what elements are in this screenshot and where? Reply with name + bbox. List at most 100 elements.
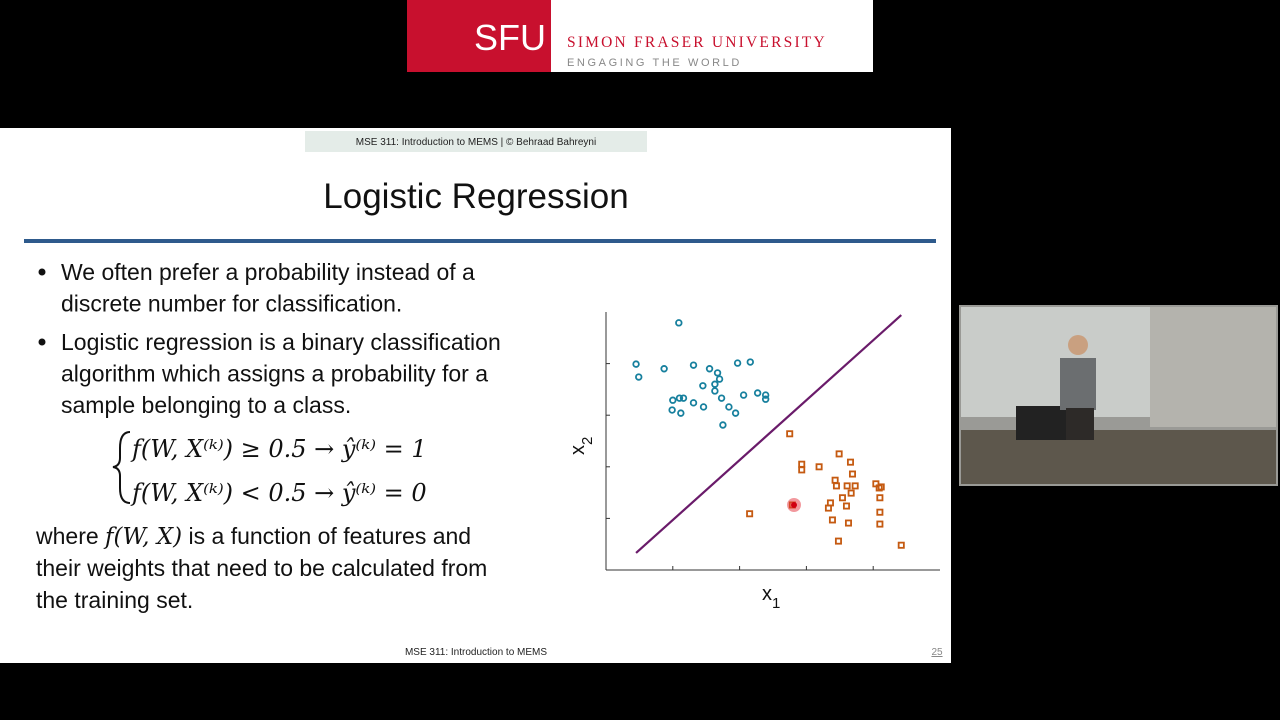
point-circle [660,365,668,373]
where-line: the training set. [36,587,193,613]
slide [0,128,951,663]
point-circle [713,369,722,377]
point-square [876,494,884,502]
point-circle [715,375,724,383]
point-square [847,489,855,497]
webcam-desk [961,430,1276,484]
point-circle [761,391,770,399]
webcam-person-head [1068,335,1088,355]
brace [112,431,131,504]
point-circle [669,396,677,404]
bullet-line: We often prefer a probability instead of… [61,259,475,285]
formula: f(W, X⁽ᵏ⁾) ≥ 0.5 → ŷ⁽ᵏ⁾ = 1 [130,435,427,463]
point-square [834,537,842,545]
y-axis-label-sub: 2 [579,437,596,445]
point-square [828,516,836,524]
point-circle [711,387,719,395]
point-square [835,450,843,458]
point-circle [739,391,748,399]
header-box [305,131,647,152]
point-circle [635,373,643,381]
point-circle [705,365,714,373]
bullet-line: algorithm which assigns a probability fo… [61,361,488,387]
slide-header: MSE 311: Introduction to MEMS | © Behraa… [356,137,596,148]
webcam-wall [1150,307,1276,427]
point-square [838,494,846,502]
bullet-dot [38,338,46,346]
where-line: their weights that need to be calculated… [36,555,487,581]
x-axis-label-base: x [762,583,772,605]
page-number: 25 [931,647,943,658]
point-circle [761,395,770,403]
banner-name: SIMON FRASER UNIVERSITY [567,34,827,51]
banner-tagline: ENGAGING THE WORLD [567,57,742,69]
point-circle [753,389,762,397]
math-inline: f(W, X) [103,524,182,550]
point-square [842,502,850,510]
point-square [897,541,905,549]
decision-boundary [635,314,902,554]
bullet-line: sample belonging to a class. [61,392,351,418]
point-circle [679,394,688,402]
text-run: where [35,523,105,549]
point-square [844,519,852,527]
where-line: where f(W, X) is a function of features … [35,523,471,550]
where-text: where f(W, X) is a function of features … [35,523,487,613]
webcam [959,305,1278,486]
point-square [877,483,885,491]
point-circle [689,399,698,407]
bullet-line: Logistic regression is a binary classifi… [61,329,501,355]
point-circle [699,382,707,390]
point-square [876,508,884,516]
point-square [876,520,884,528]
point-square [798,466,806,474]
banner-name-box [551,0,873,72]
bullet-dot [38,268,46,276]
webcam-person-legs [1066,408,1094,440]
point-circle [675,394,684,402]
x-axis-label-sub: 1 [772,595,780,612]
point-square [746,510,754,518]
bullet-line: discrete number for classification. [61,291,402,317]
point-square [824,504,832,512]
slide-footer: MSE 311: Introduction to MEMS [405,647,547,658]
banner-logo-box [407,0,551,72]
point-circle [689,361,698,369]
point-square [786,430,794,438]
laser-pointer-core [791,502,797,508]
point-square [832,482,840,490]
point-circle [677,409,685,417]
point-circle [632,360,640,368]
point-circle [675,319,683,327]
point-square [846,458,854,466]
point-circle [711,380,719,388]
y-axis-label: x2 [567,437,596,455]
banner-logo: SFU [474,17,546,58]
text-run: their weights that need to be calculated… [36,555,487,581]
webcam-screen [961,307,1150,417]
point-square [815,463,823,471]
text-run: is a function of features and [182,523,471,549]
point-square [848,470,856,478]
formula: f(W, X⁽ᵏ⁾) < 0.5 → ŷ⁽ᵏ⁾ = 0 [130,479,427,507]
point-circle [668,406,676,414]
point-circle [731,409,740,417]
y-axis-label-base: x [567,445,589,455]
point-circle [746,358,754,366]
bullet-list: We often prefer a probability instead of… [38,259,501,418]
point-circle [733,359,742,367]
point-square [851,482,859,490]
webcam-monitor [1016,406,1072,440]
webcam-person-body [1060,358,1096,410]
x-axis-label: x1 [762,583,780,612]
point-square [843,482,851,490]
slide-title: Logistic Regression [323,177,628,216]
point-circle [699,403,708,411]
point-circle [717,394,726,402]
title-rule [24,239,936,243]
point-circle [725,403,733,411]
